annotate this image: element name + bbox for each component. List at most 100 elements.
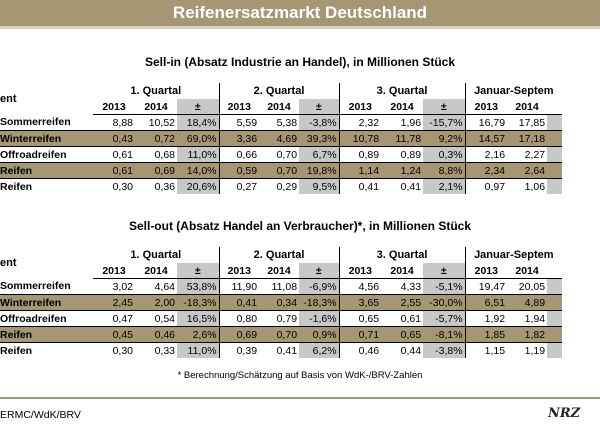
value-cell: 11,90 [218, 278, 260, 295]
year-header: 2014 [507, 99, 548, 115]
year-header: 2014 [135, 263, 177, 279]
row-label: Reifen [0, 326, 93, 343]
value-cell: 0,66 [218, 146, 260, 163]
change-cell-cut [547, 114, 563, 131]
value-cell: 0,89 [400, 148, 422, 161]
value-cell: 3,65 [338, 294, 382, 311]
table-row: Reifen 0,61 0,69 14,0% 0,59 0,70 19,8% 1,14 1,24… [0, 162, 563, 179]
year-header: ± [299, 99, 340, 115]
value-cell: 1,94 [524, 312, 546, 325]
table-row: Offroadreifen 0,47 0,54 16,5% 0,80 0,79 -1,6% 0… [0, 310, 563, 327]
value-cell: 0,43 [93, 130, 135, 147]
value-cell: 1,85 [464, 326, 508, 343]
change-cell: 9,5% [299, 178, 340, 194]
change-cell: 53,8% [177, 278, 220, 295]
value-cell: 0,97 [464, 178, 508, 194]
value-cell: 10,78 [338, 130, 382, 147]
row-label: Winterreifen [0, 294, 93, 311]
year-header: 2013 [93, 263, 135, 279]
value-cell: 0,72 [135, 130, 177, 147]
value-cell: 0,41 [338, 178, 382, 194]
segment-header: ent [0, 256, 17, 269]
table-row: Reifen 0,45 0,46 2,6% 0,69 0,70 0,9% 0,71 0,65 -8… [0, 326, 563, 343]
value-cell: 4,64 [154, 280, 175, 293]
table-row: Reifen 0,30 0,36 20,6% 0,27 0,29 9,5% 0,41 0,41 2… [0, 178, 563, 194]
value-cell: 0,68 [154, 148, 175, 161]
change-cell: -18,3% [299, 294, 340, 311]
value-cell: 0,71 [338, 326, 382, 343]
year-header-spacer [547, 99, 563, 115]
value-cell: 0,69 [218, 326, 260, 343]
year-header: ± [177, 99, 220, 115]
value-cell: 1,15 [464, 342, 508, 358]
change-cell: 6,2% [299, 342, 340, 358]
quarter-header: 2. Quartal [218, 83, 340, 99]
year-header: 2013 [218, 99, 260, 115]
value-cell: 1,19 [524, 344, 546, 357]
value-cell: 0,69 [135, 162, 177, 179]
value-cell: 0,45 [93, 326, 135, 343]
change-cell: 20,6% [177, 178, 220, 194]
value-cell: 11,78 [381, 130, 424, 147]
sell-out-table: ent 1. Quartal 2. Quartal 3. Quartal Januar-… [0, 247, 563, 358]
row-label: Offroadreifen [0, 312, 67, 325]
year-header: ± [299, 263, 340, 279]
year-header: 2014 [259, 99, 300, 115]
quarter-header: Januar-Septem [464, 247, 563, 263]
year-header: ± [423, 263, 466, 279]
change-cell-cut [547, 294, 563, 311]
year-header: 2014 [381, 99, 424, 115]
page-banner: Reifenersatzmarkt Deutschland [0, 0, 600, 29]
change-cell-cut [547, 278, 563, 295]
value-cell: 2,64 [507, 162, 548, 179]
sell-in-table: ent 1. Quartal 2. Quartal 3. Quartal Januar-… [0, 83, 563, 194]
value-cell: 4,56 [338, 278, 382, 295]
value-cell: 0,46 [135, 326, 177, 343]
change-cell-cut [547, 326, 563, 343]
change-cell: 0,9% [299, 326, 340, 343]
value-cell: 17,18 [507, 130, 548, 147]
year-header: 2013 [338, 99, 382, 115]
change-cell: -5,1% [423, 278, 466, 295]
quarter-header: 2. Quartal [218, 247, 340, 263]
change-cell: 2,1% [423, 178, 466, 194]
quarter-header: 3. Quartal [338, 247, 466, 263]
change-cell-cut [547, 310, 563, 327]
value-cell: 0,61 [400, 312, 422, 325]
value-cell: 0,46 [338, 342, 382, 358]
year-header: 2013 [464, 263, 508, 279]
segment-header: ent [0, 92, 17, 105]
value-cell: 1,92 [464, 310, 508, 327]
table-row: Offroadreifen 0,61 0,68 11,0% 0,66 0,70 6,7% 0,… [0, 146, 563, 163]
value-cell: 0,59 [218, 162, 260, 179]
value-cell: 0,30 [112, 180, 133, 193]
value-cell: 0,44 [400, 344, 422, 357]
value-cell: 4,69 [259, 130, 300, 147]
change-cell: 39,3% [299, 130, 340, 147]
value-cell: 1,82 [507, 326, 548, 343]
value-cell: 2,00 [135, 294, 177, 311]
year-header: 2013 [338, 263, 382, 279]
row-label: Reifen [0, 162, 93, 179]
row-label: Sommerreifen [0, 116, 71, 129]
row-label: Winterreifen [0, 130, 93, 147]
value-cell: 0,70 [259, 326, 300, 343]
table-row: Sommerreifen 8,88 10,52 18,4% 5,59 5,38 -3,8% 2… [0, 114, 563, 131]
row-label: Sommerreifen [0, 280, 71, 293]
year-header: 2013 [464, 99, 508, 115]
row-label: Reifen [0, 344, 33, 357]
value-cell: 0,39 [218, 342, 260, 358]
value-cell: 8,88 [112, 116, 133, 129]
value-cell: 2,27 [524, 148, 546, 161]
change-cell: 2,6% [177, 326, 220, 343]
value-cell: 0,70 [259, 162, 300, 179]
table-row: Winterreifen 2,45 2,00 -18,3% 0,41 0,34 -18,3%… [0, 294, 563, 311]
value-cell: 0,41 [276, 344, 298, 357]
change-cell: -1,6% [299, 310, 340, 327]
change-cell: -6,9% [299, 278, 340, 295]
value-cell: 0,36 [154, 180, 175, 193]
value-cell: 10,52 [148, 116, 175, 129]
value-cell: 0,30 [112, 344, 133, 357]
value-cell: 0,61 [112, 148, 133, 161]
year-header: 2014 [135, 99, 177, 115]
